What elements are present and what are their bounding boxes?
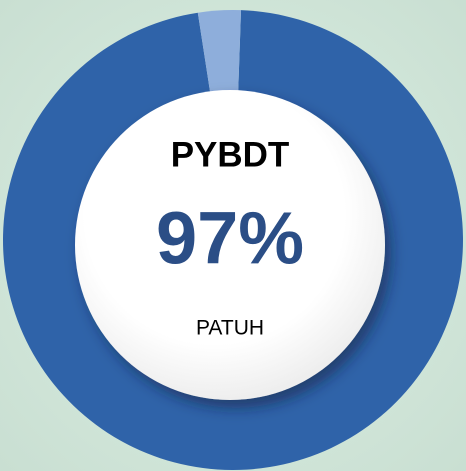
value-label: 97% (156, 197, 304, 280)
subtitle: PATUH (196, 317, 264, 340)
chart-title: PYBDT (171, 135, 290, 174)
center-disc (75, 90, 385, 400)
